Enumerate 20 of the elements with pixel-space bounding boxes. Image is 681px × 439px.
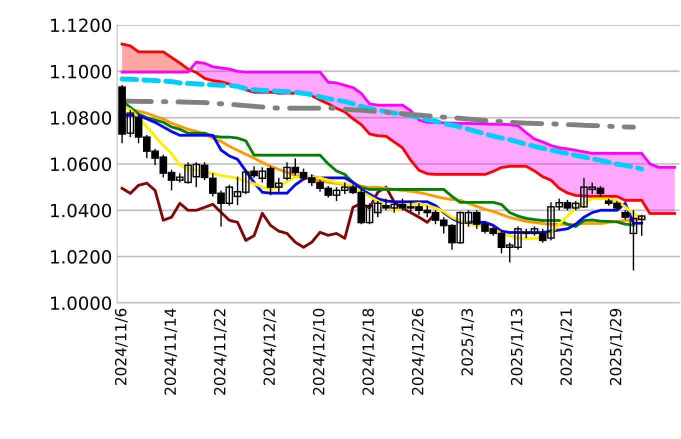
x-tick-label: 2024/12/26 — [412, 308, 425, 395]
x-tick-label: 2024/11/14 — [164, 308, 178, 395]
x-tick-label: 2025/1/29 — [610, 308, 623, 385]
y-tick-label: 1.1200 — [51, 18, 112, 32]
y-tick-label: 1.0000 — [51, 296, 112, 310]
y-tick-label: 1.0600 — [51, 157, 112, 172]
x-tick-label: 2024/12/2 — [263, 309, 276, 385]
x-tick-label: 2024/12/10 — [312, 308, 326, 395]
x-tick-label: 2025/1/3 — [461, 308, 474, 376]
line-series — [120, 76, 644, 172]
x-tick-label: 2025/1/13 — [510, 308, 524, 385]
y-tick-label: 1.1000 — [51, 64, 112, 78]
y-tick-label: 1.0200 — [51, 250, 112, 264]
x-tick-label: 2024/11/22 — [214, 309, 227, 395]
line-series — [120, 60, 676, 169]
x-tick-label: 2025/1/21 — [560, 309, 574, 385]
x-tick-label: 2024/11/6 — [114, 308, 128, 385]
y-tick-label: 1.0800 — [51, 111, 112, 125]
x-tick-label: 2024/12/18 — [362, 308, 376, 395]
y-tick-label: 1.0400 — [51, 204, 112, 218]
